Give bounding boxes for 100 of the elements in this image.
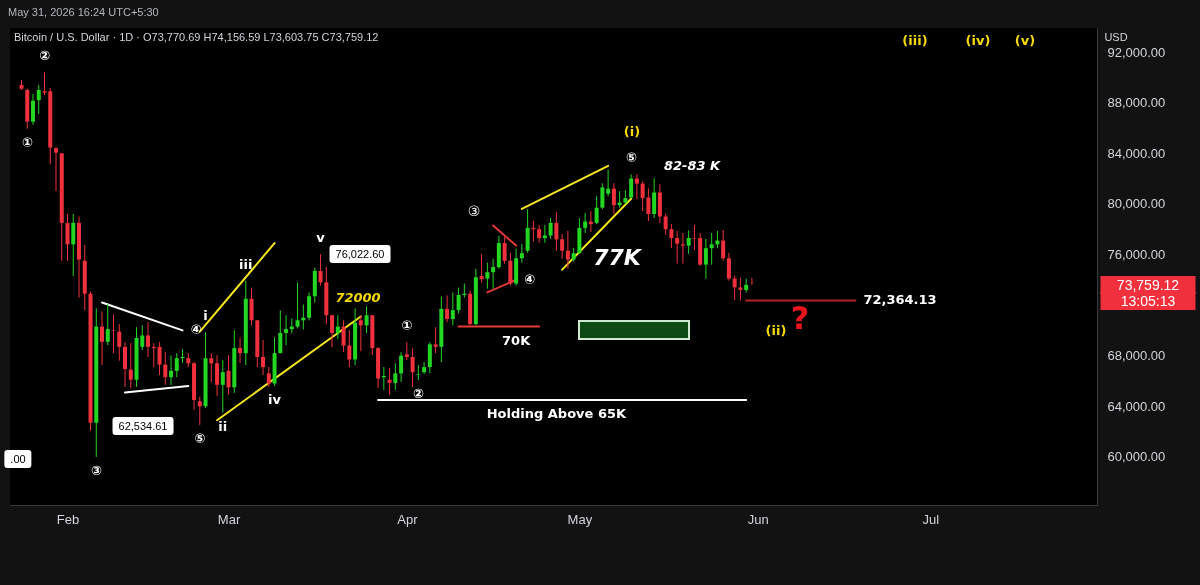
candlestick — [105, 303, 110, 346]
chart-title: Bitcoin / U.S. Dollar · 1D · O73,770.69 H74,156.59 L73,603.75 C73,759.12 — [14, 31, 379, 43]
candlestick — [738, 277, 743, 301]
annotation: (iv) — [965, 32, 991, 48]
candlestick — [399, 351, 404, 383]
x-tick-label: Jun — [747, 511, 769, 527]
candlestick — [146, 321, 151, 358]
candlestick — [485, 262, 490, 290]
annotation: ① — [401, 318, 413, 334]
candlestick — [686, 229, 691, 255]
candlestick — [393, 362, 398, 391]
candlestick — [560, 233, 565, 260]
candlestick — [600, 182, 605, 210]
annotation: (i) — [623, 123, 641, 139]
y-tick-label: 64,000.00 — [1107, 398, 1166, 414]
candlestick — [347, 329, 352, 368]
candlestick — [416, 364, 421, 381]
candlestick — [226, 354, 231, 396]
candlestick — [680, 232, 685, 265]
candlestick — [364, 305, 369, 334]
annotation: ④ — [524, 271, 536, 287]
candlestick — [31, 93, 36, 126]
candlestick — [583, 212, 588, 234]
candlestick — [220, 359, 225, 414]
candlestick — [128, 342, 133, 390]
annotation: 72000 — [335, 289, 381, 305]
y-tick-label: 60,000.00 — [1107, 449, 1166, 465]
candlestick — [634, 173, 639, 200]
candlestick — [640, 180, 645, 212]
candlestick — [703, 238, 708, 280]
annotation: v — [316, 230, 326, 246]
candlestick — [330, 314, 335, 348]
candlestick — [238, 337, 243, 364]
text: 13:05:13 — [1100, 292, 1196, 310]
candlestick — [732, 275, 737, 301]
candlestick — [565, 230, 570, 270]
annotation: 62,534.61 — [112, 417, 174, 435]
annotation: ④ — [190, 322, 202, 338]
annotation: (v) — [1014, 32, 1036, 48]
candlestick — [606, 168, 611, 197]
x-tick-label: Jul — [922, 511, 940, 527]
candlestick — [261, 339, 266, 376]
candlestick — [341, 319, 346, 353]
candlestick — [479, 253, 484, 284]
annotation: iii — [239, 256, 253, 272]
candlestick — [675, 230, 680, 265]
candlestick — [554, 211, 559, 252]
candlestick — [65, 213, 70, 262]
candlestick — [669, 223, 674, 249]
candlestick — [123, 341, 128, 388]
annotation: 72,364.13 — [863, 292, 937, 308]
annotation: ② — [412, 385, 424, 401]
candlestick — [318, 253, 323, 287]
candlestick — [307, 291, 312, 321]
candlestick — [491, 258, 496, 290]
candlestick — [537, 224, 542, 244]
annotation: .00 — [4, 450, 32, 468]
annotation: (ii) — [765, 322, 787, 338]
chart-subtitle: May 31, 2026 16:24 UTC+5:30 — [8, 6, 159, 18]
candlestick — [519, 243, 524, 264]
annotation: 76,022.60 — [329, 245, 391, 263]
candlestick — [163, 351, 168, 386]
annotation: 77K — [593, 244, 641, 270]
candlestick — [36, 84, 41, 115]
candlestick — [427, 341, 432, 374]
annotation: ① — [21, 134, 33, 150]
annotation: ③ — [467, 203, 481, 219]
candlestick — [387, 367, 392, 396]
candlestick — [249, 287, 254, 326]
candlestick — [445, 294, 450, 323]
candlestick — [433, 326, 438, 354]
candlestick — [209, 352, 214, 383]
candlestick — [215, 354, 220, 397]
candlestick — [594, 195, 599, 225]
y-tick-label: 76,000.00 — [1107, 246, 1166, 262]
x-tick-label: Mar — [217, 511, 241, 527]
candlestick — [548, 217, 553, 240]
annotation: i — [203, 308, 208, 324]
text: 73,759.12 — [1100, 276, 1196, 294]
candlestick — [295, 282, 300, 329]
candlestick — [721, 229, 726, 262]
y-tick-label: 84,000.00 — [1107, 145, 1166, 161]
candlestick — [266, 366, 271, 388]
candlestick — [335, 314, 340, 340]
candlestick — [197, 396, 202, 426]
x-tick-label: Apr — [397, 511, 419, 527]
candlestick — [117, 323, 122, 362]
annotation: (iii) — [902, 32, 928, 48]
candlestick — [525, 208, 530, 254]
candlestick — [358, 314, 363, 352]
candlestick — [157, 341, 162, 376]
annotation: iv — [268, 392, 282, 408]
candlestick — [71, 213, 76, 277]
candlestick — [410, 347, 415, 388]
y-tick-label: 88,000.00 — [1107, 95, 1166, 111]
annotation: ii — [218, 418, 228, 434]
candlestick — [692, 224, 697, 251]
candlestick — [726, 252, 731, 282]
annotation: ③ — [90, 462, 102, 478]
candlestick — [100, 310, 105, 366]
